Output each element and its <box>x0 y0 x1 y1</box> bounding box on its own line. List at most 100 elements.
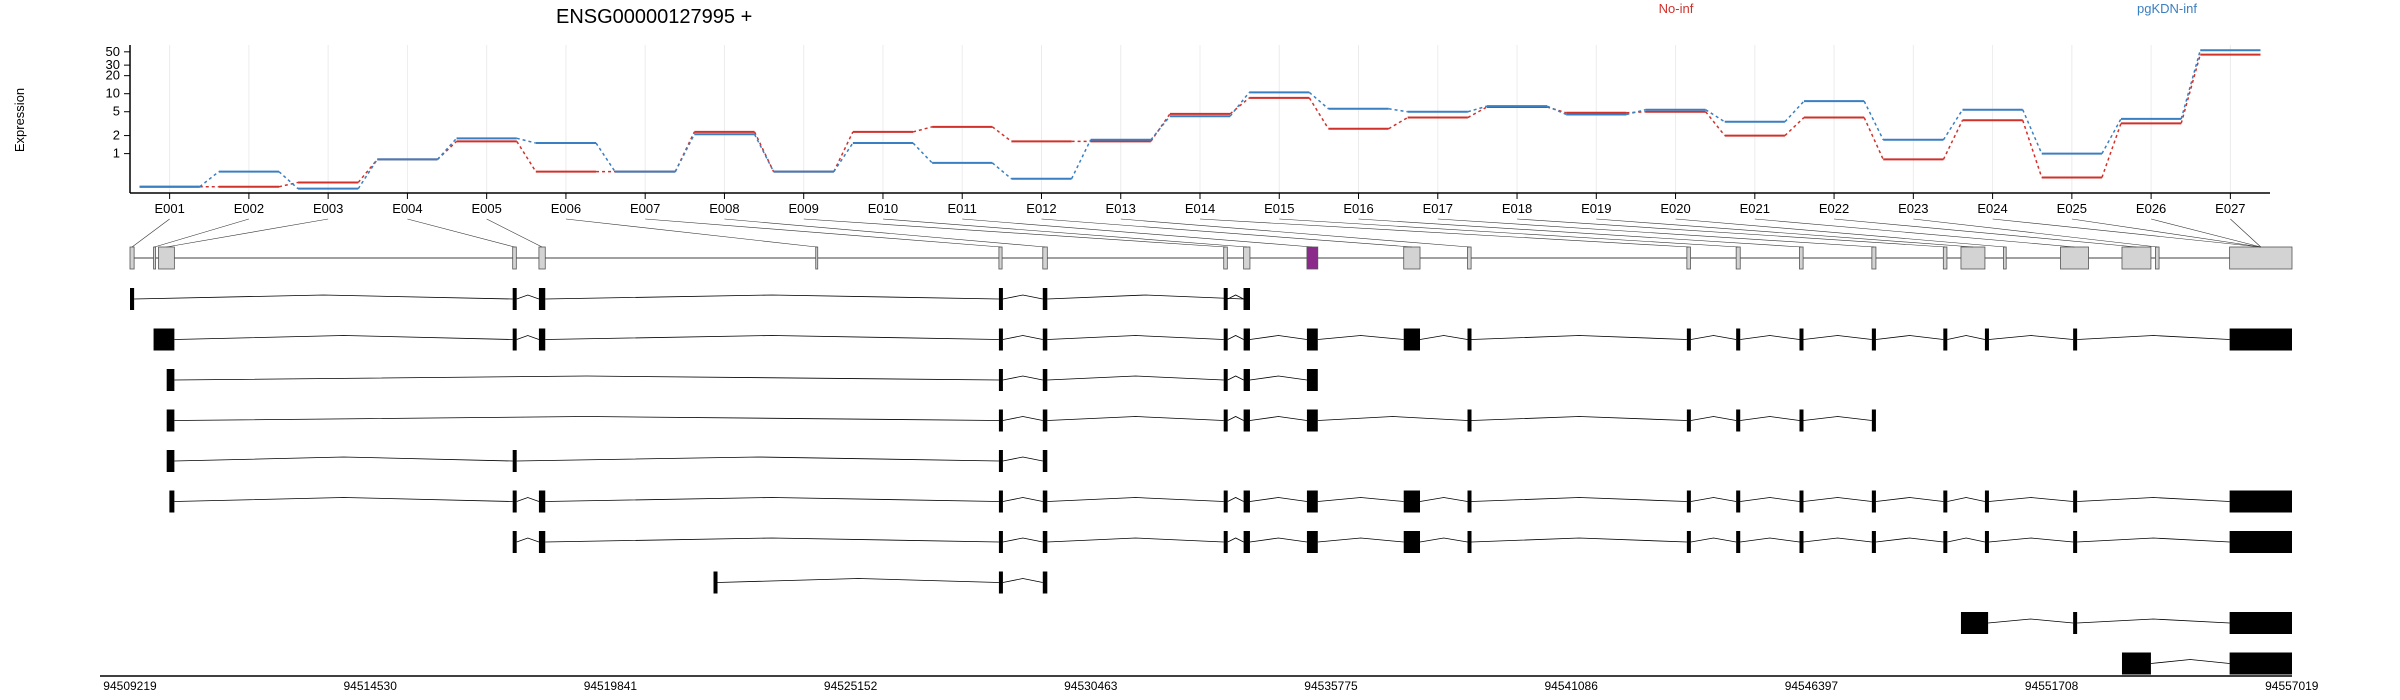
transcript-track <box>166 369 1318 391</box>
series-connector <box>1308 91 1329 110</box>
transcript-intron <box>2077 537 2230 543</box>
series-connector <box>2180 50 2201 120</box>
transcript-exon <box>998 490 1003 513</box>
exon-link-line <box>882 218 1247 248</box>
transcript-exon <box>998 571 1003 594</box>
exon-link-line <box>724 218 1046 248</box>
x-tick-label: E010 <box>868 201 898 216</box>
x-tick-label: E005 <box>471 201 501 216</box>
transcript-track <box>512 531 2292 553</box>
genomic-coordinate-label: 94514530 <box>344 679 398 693</box>
transcript-exon <box>1686 328 1691 351</box>
transcript-exon <box>1306 369 1318 391</box>
transcript-intron <box>2077 497 2230 502</box>
transcript-exon <box>512 450 517 472</box>
series-connector <box>1150 115 1171 141</box>
transcript-exon <box>1243 328 1250 351</box>
transcript-exon <box>1042 369 1048 391</box>
genomic-coordinate-label: 94541086 <box>1545 679 1599 693</box>
exon-link-line <box>1913 218 2158 248</box>
series-connector <box>912 126 933 133</box>
x-tick-label: E020 <box>1660 201 1690 216</box>
transcript-intron <box>1740 497 1800 502</box>
series-connector <box>991 162 1012 180</box>
transcript-exon <box>2229 612 2292 634</box>
transcript-intron <box>1317 335 1404 340</box>
transcript-intron <box>174 375 999 381</box>
transcript-intron <box>1002 456 1043 462</box>
x-tick-label: E002 <box>234 201 264 216</box>
transcript-exon <box>1223 531 1228 553</box>
transcript-exon <box>1984 531 1989 553</box>
exon-link-line <box>486 218 543 248</box>
transcript-intron <box>1047 537 1224 543</box>
transcript-intron <box>1227 537 1244 543</box>
y-tick-label: 30 <box>106 57 120 72</box>
transcript-intron <box>1988 335 2074 340</box>
x-tick-label: E018 <box>1502 201 1532 216</box>
transcript-exon <box>2073 531 2078 553</box>
x-tick-label: E004 <box>392 201 422 216</box>
transcript-exon <box>1871 409 1876 432</box>
transcript-exon <box>1243 369 1250 391</box>
transcript-exon <box>166 369 175 391</box>
series-pgkdn-inf <box>139 49 2261 190</box>
model-exon <box>2121 246 2152 270</box>
series-connector <box>1229 97 1250 115</box>
transcript-exon <box>2073 490 2078 513</box>
genomic-coordinate-label: 94535775 <box>1304 679 1358 693</box>
transcript-tracks <box>130 288 2292 675</box>
transcript-exon <box>1042 571 1048 594</box>
model-exon <box>1942 246 1948 270</box>
transcript-exon <box>1686 409 1691 432</box>
x-tick-label: E019 <box>1581 201 1611 216</box>
transcript-intron <box>1988 497 2074 502</box>
exon-link-line <box>131 218 170 248</box>
transcript-exon <box>1306 490 1318 513</box>
transcript-exon <box>512 328 517 351</box>
x-tick-label: E027 <box>2215 201 2245 216</box>
transcript-intron <box>1227 497 1244 502</box>
series-connector <box>1150 113 1171 142</box>
x-tick-label: E016 <box>1343 201 1373 216</box>
series-connector <box>2101 123 2122 178</box>
transcript-intron <box>1947 497 1986 502</box>
x-tick-label: E021 <box>1740 201 1770 216</box>
transcript-intron <box>1047 416 1224 421</box>
transcript-intron <box>516 456 999 462</box>
y-tick-label: 1 <box>113 146 120 161</box>
transcript-intron <box>1690 335 1737 340</box>
transcript-exon <box>512 531 517 553</box>
genomic-coordinate-label: 94546397 <box>1785 679 1839 693</box>
transcript-exon <box>998 369 1003 391</box>
transcript-exon <box>1943 328 1948 351</box>
transcript-exon <box>1960 612 1989 634</box>
exon-link-line <box>1437 218 1874 248</box>
transcript-exon <box>1306 409 1318 432</box>
x-tick-label: E001 <box>154 201 184 216</box>
transcript-intron <box>1249 335 1307 340</box>
transcript-intron <box>1471 416 1687 421</box>
transcript-exon <box>1243 288 1250 310</box>
transcript-intron <box>545 294 999 300</box>
transcript-intron <box>1419 537 1468 543</box>
transcript-intron <box>1249 497 1307 502</box>
series-connector <box>357 158 378 183</box>
series-connector <box>2022 109 2043 154</box>
series-connector <box>991 126 1012 142</box>
exon-link-line <box>1199 218 1689 248</box>
x-tick-label: E003 <box>313 201 343 216</box>
series-connector <box>278 181 299 188</box>
x-tick-label: E014 <box>1185 201 1215 216</box>
x-tick-label: E012 <box>1026 201 1056 216</box>
transcript-exon <box>998 288 1003 310</box>
x-tick-label: E006 <box>551 201 581 216</box>
transcript-exon <box>2229 490 2292 513</box>
legend-label-pgkdn-inf: pgKDN-inf <box>2137 1 2197 16</box>
transcript-exon <box>1243 409 1250 432</box>
model-exon <box>1042 246 1048 270</box>
model-exon <box>2229 246 2293 270</box>
transcript-exon <box>1799 531 1804 553</box>
transcript-intron <box>545 335 999 340</box>
